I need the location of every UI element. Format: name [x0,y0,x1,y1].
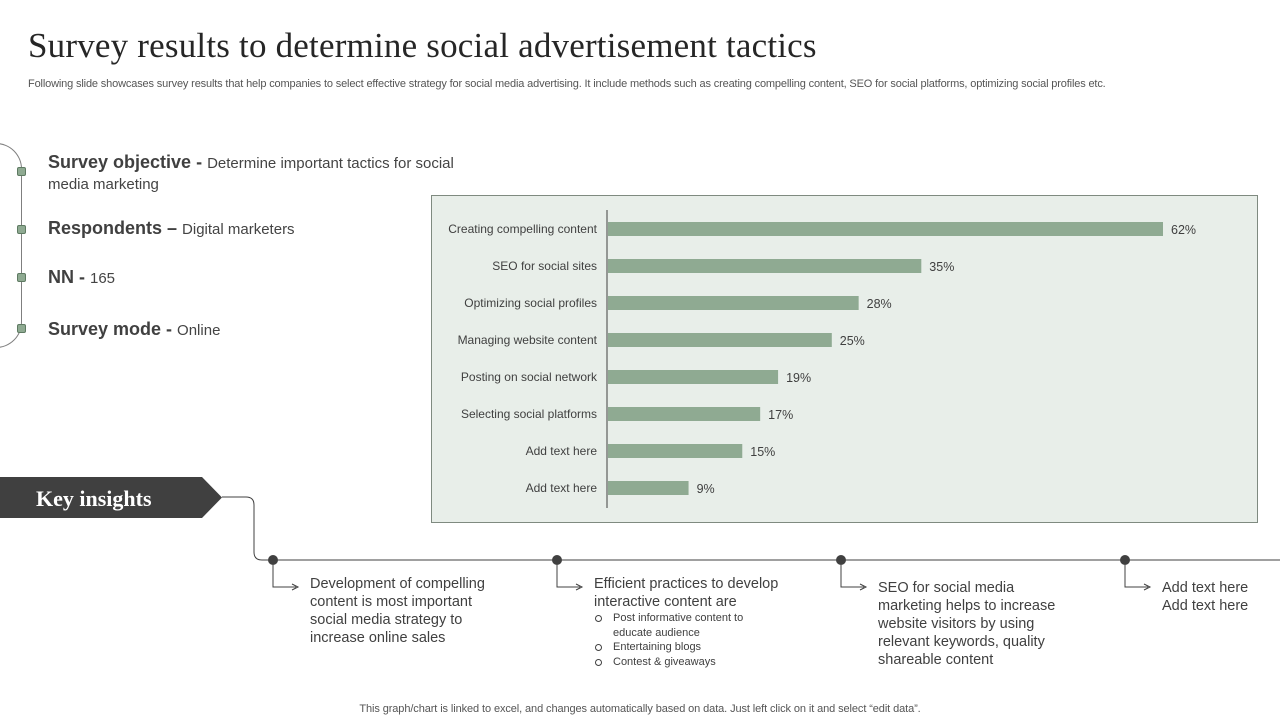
arrow-head-icon [1143,583,1152,591]
insight-3: SEO for social media marketing helps to … [878,579,1070,669]
bar [608,444,743,458]
bullet-marker [17,167,26,176]
respondents: Respondents – Digital marketers [48,218,498,240]
survey-objective: Survey objective - Determine important t… [48,152,498,195]
key-insights-banner [0,477,222,518]
sample-size: NN - 165 [48,267,498,289]
bar-chart-canvas: Creating compelling content 62% SEO for so… [448,210,1196,508]
page-subtitle: Following slide showcases survey results… [28,78,1106,90]
bar [608,259,922,273]
data-label: 15% [750,445,775,459]
arrow-head-icon [859,583,868,591]
bar [608,296,859,310]
insight-2-bullet: Contest & giveaways [594,655,794,670]
insight-2-text: Efficient practices to develop interacti… [594,576,779,610]
timeline-node [836,555,846,565]
insight-1: Development of compelling content is mos… [310,575,500,647]
timeline-node [268,555,278,565]
insight-2-bullet: Post informative content to educate audi… [594,611,774,640]
survey-mode-label: Survey mode - [48,319,178,339]
arrow-connector [556,565,580,588]
bullet-marker [17,225,26,234]
bar [608,222,1163,236]
insight-3-text: SEO for social media marketing helps to … [878,580,1056,668]
survey-objective-label: Survey objective - [48,152,208,172]
bullet-marker [17,273,26,282]
data-label: 9% [697,482,715,496]
bar [608,407,761,421]
respondents-value: Digital marketers [182,221,295,238]
insight-4-text: Add text here Add text here [1162,580,1249,614]
insight-2: Efficient practices to develop interacti… [594,575,794,669]
category-label: Selecting social platforms [461,407,597,421]
data-label: 19% [786,371,811,385]
category-label: Creating compelling content [448,222,597,236]
bar [608,481,689,495]
bar-chart[interactable]: Creating compelling content 62% SEO for so… [431,195,1258,523]
bar [608,333,832,347]
data-label: 28% [867,297,892,311]
key-insights-title: Key insights [36,486,152,511]
category-label: SEO for social sites [492,259,597,273]
survey-mode-value: Online [177,322,221,339]
page-title: Survey results to determine social adver… [28,26,817,65]
category-label: Add text here [526,481,598,495]
data-label: 25% [840,334,865,348]
data-label: 35% [929,260,954,274]
insight-2-bullet: Entertaining blogs [594,640,794,655]
arrow-head-icon [291,583,300,591]
survey-objective-value: Determine important tactics for social m… [48,155,454,193]
timeline-line [222,496,1280,561]
arrow-head-icon [575,583,584,591]
data-label: 17% [768,408,793,422]
sample-size-value: 165 [90,270,116,287]
category-label: Managing website content [458,333,598,347]
arrow-connector [272,565,296,588]
category-label: Posting on social network [461,370,598,384]
data-label: 62% [1171,223,1196,237]
footnote: This graph/chart is linked to excel, and… [359,703,921,715]
category-label: Add text here [526,444,598,458]
insight-1-text: Development of compelling content is mos… [310,576,485,646]
arrow-connector [1124,565,1148,588]
timeline-node [1120,555,1130,565]
bar [608,370,779,384]
arrow-connector [840,565,864,588]
insight-4: Add text here Add text here [1162,579,1262,615]
category-label: Optimizing social profiles [464,296,597,310]
survey-mode: Survey mode - Online [48,319,498,341]
timeline-node [552,555,562,565]
respondents-label: Respondents – [48,218,183,238]
insight-2-bullets: Post informative content to educate audi… [594,611,794,669]
sample-size-label: NN - [48,267,90,287]
bullet-marker [17,324,26,333]
